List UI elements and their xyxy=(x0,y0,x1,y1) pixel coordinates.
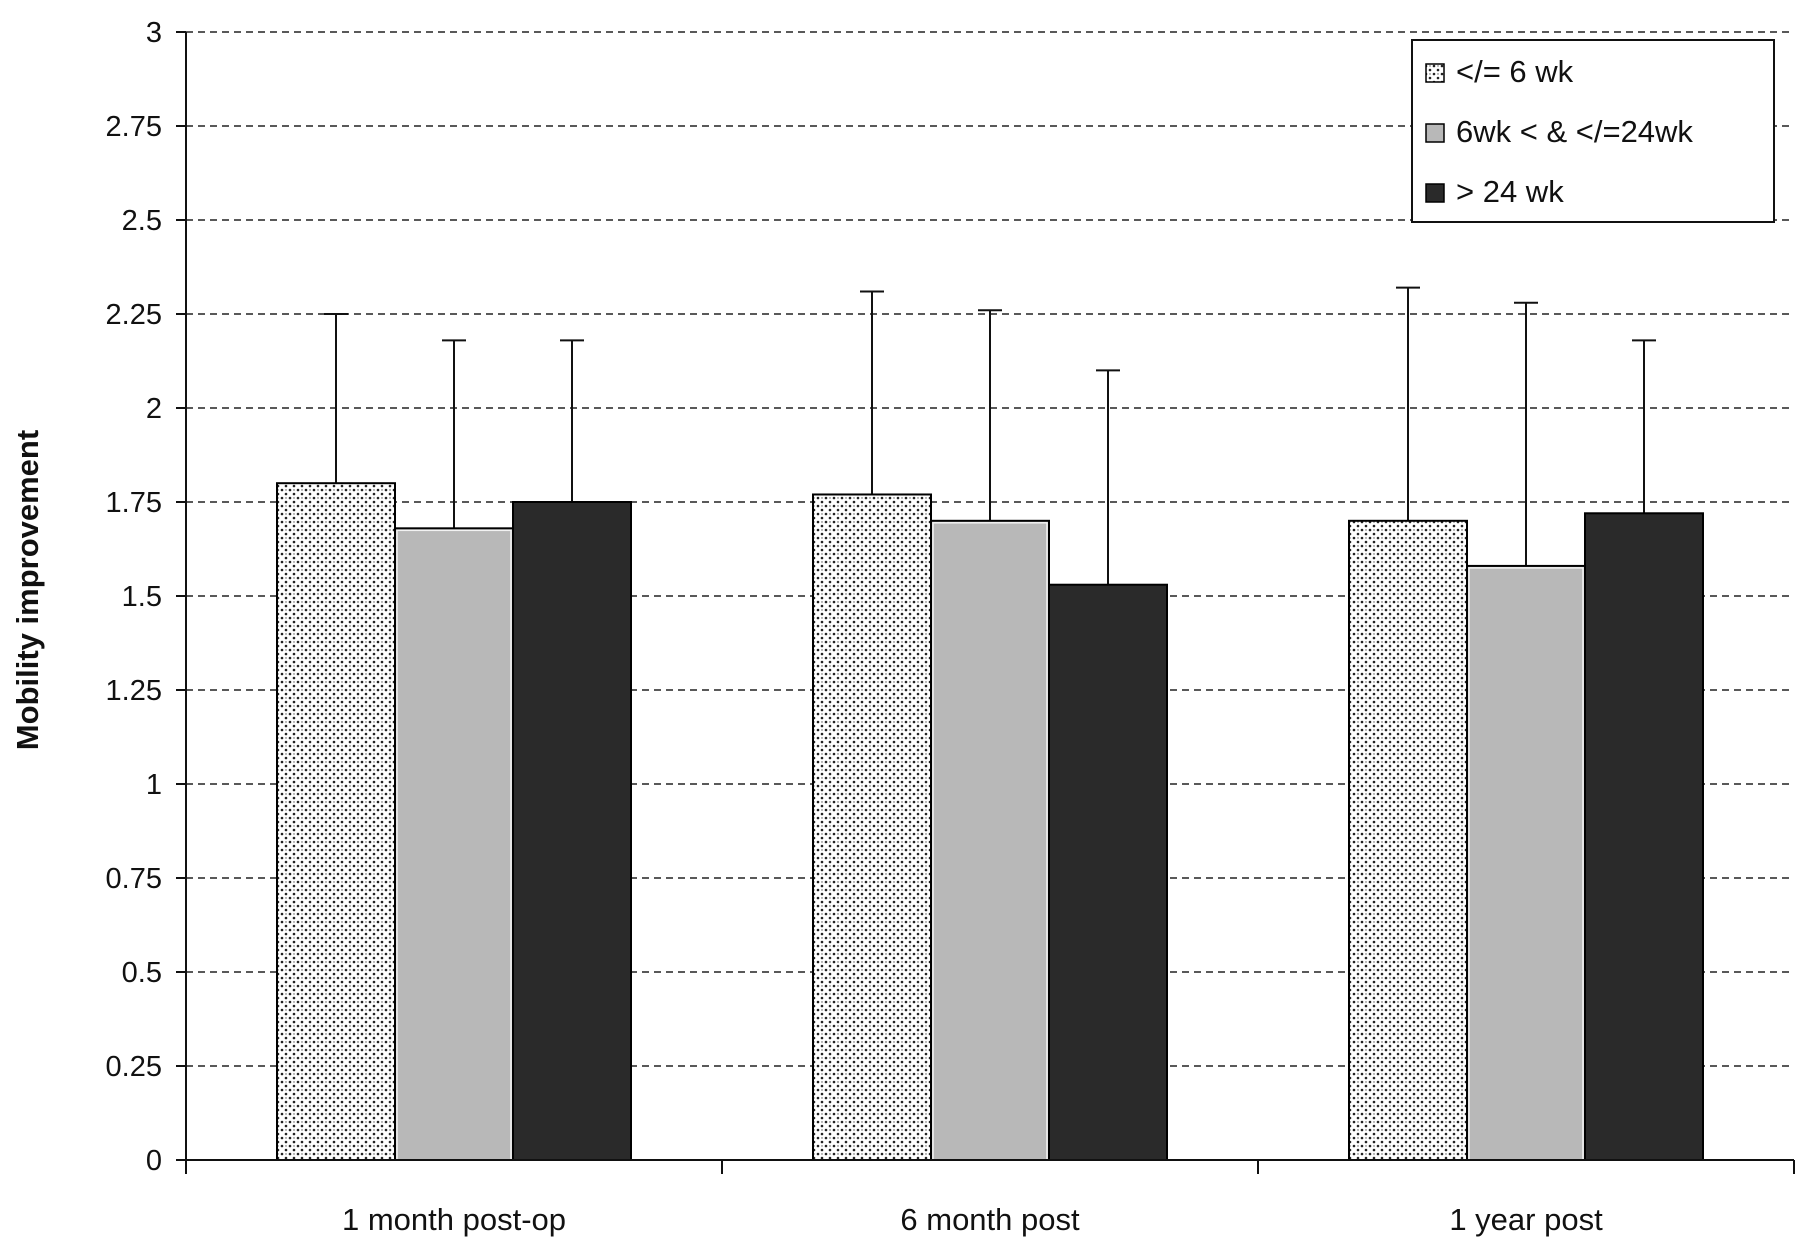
y-tick-label: 0 xyxy=(146,1145,162,1177)
y-tick-label: 2.25 xyxy=(106,299,162,331)
y-tick-label: 0.5 xyxy=(122,957,162,989)
bar xyxy=(276,482,396,1161)
y-tick-label: 2.75 xyxy=(106,111,162,143)
ticks-layer: 0 0.25 0.5 0.75 1 1.25 1.5 1.75 2 2.25 2.5 2.75 3 1 m… xyxy=(106,17,1604,1237)
y-tick-label: 2 xyxy=(146,393,162,425)
bar xyxy=(394,527,514,1161)
legend-label: > 24 wk xyxy=(1456,174,1564,209)
bar xyxy=(930,519,1050,1161)
bar xyxy=(1048,583,1168,1161)
legend-swatch xyxy=(1425,63,1445,83)
bars-layer xyxy=(276,286,1704,1162)
legend-label: </= 6 wk xyxy=(1456,54,1574,89)
legend-label: 6wk < & </=24wk xyxy=(1456,114,1693,149)
bar xyxy=(1348,519,1468,1161)
bar xyxy=(512,501,632,1161)
x-category-label: 1 year post xyxy=(1449,1202,1603,1237)
legend-swatch xyxy=(1425,123,1445,143)
bar xyxy=(1584,512,1704,1161)
y-tick-label: 1.5 xyxy=(122,581,162,613)
legend-swatch xyxy=(1425,183,1445,203)
y-tick-label: 0.75 xyxy=(106,863,162,895)
y-tick-label: 1.75 xyxy=(106,487,162,519)
x-category-label: 6 month post xyxy=(900,1202,1080,1237)
y-tick-label: 0.25 xyxy=(106,1051,162,1083)
bar xyxy=(812,493,932,1162)
bar xyxy=(1466,564,1586,1161)
y-tick-label: 1 xyxy=(146,769,162,801)
y-axis-label: Mobility improvement xyxy=(10,430,45,750)
legend: </= 6 wk 6wk < & </=24wk > 24 wk xyxy=(1411,39,1775,223)
x-category-label: 1 month post-op xyxy=(342,1202,566,1237)
y-tick-label: 3 xyxy=(146,17,162,49)
y-tick-label: 1.25 xyxy=(106,675,162,707)
y-tick-label: 2.5 xyxy=(122,205,162,237)
legend-box xyxy=(1411,39,1775,223)
